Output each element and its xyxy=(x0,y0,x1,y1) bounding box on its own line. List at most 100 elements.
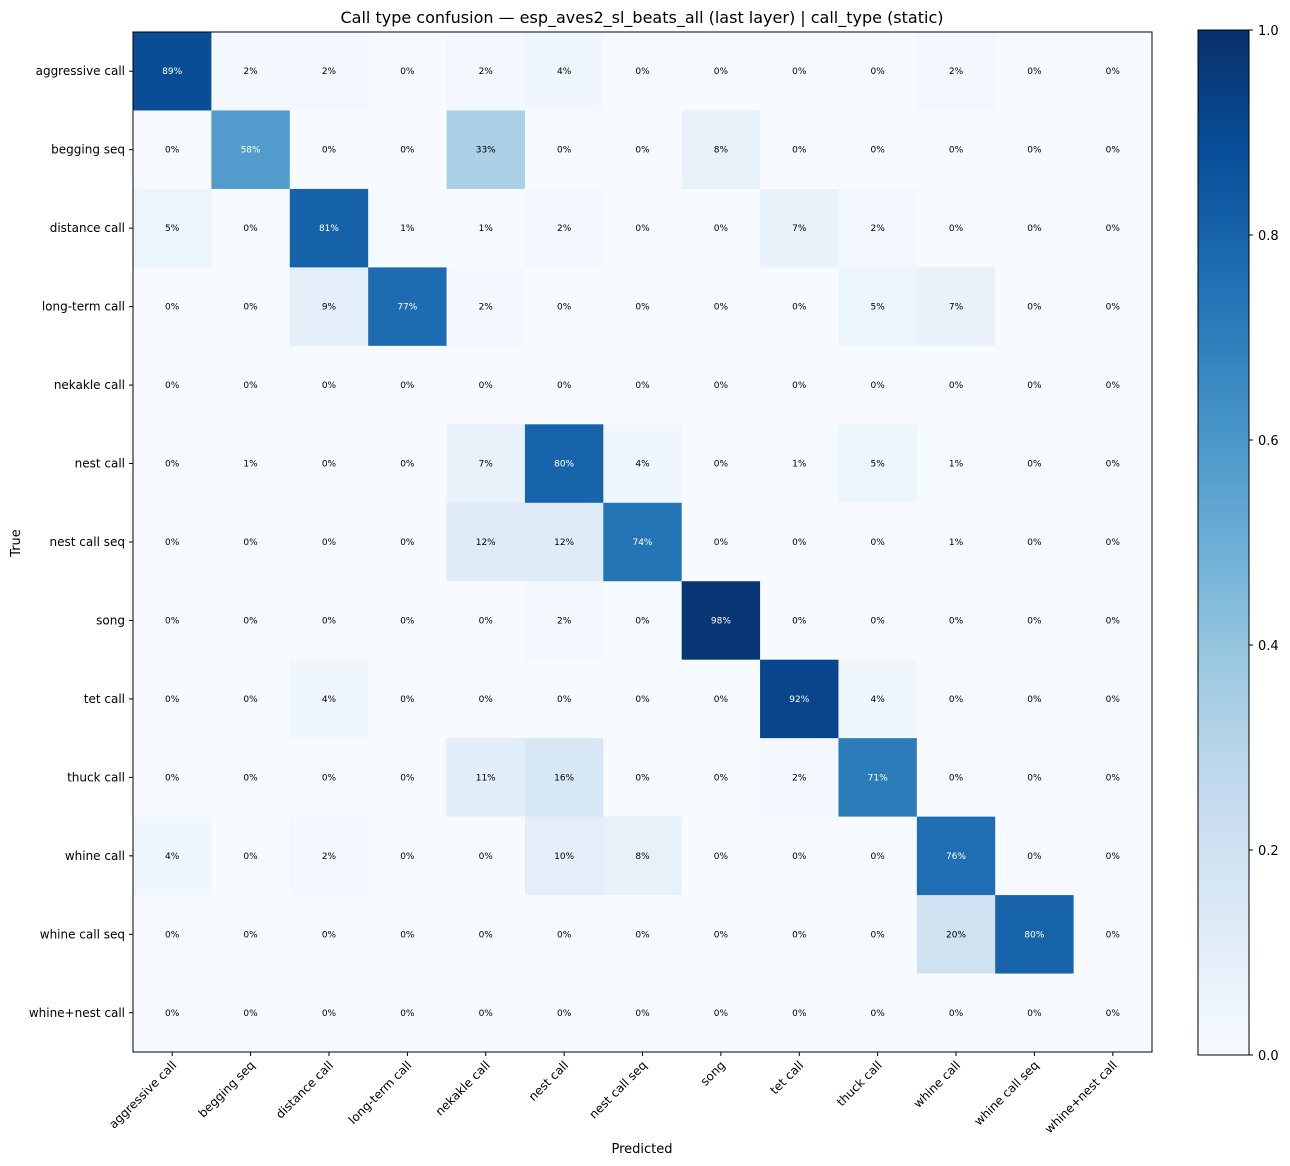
y-tick-label: whine+nest call xyxy=(29,1006,125,1020)
heatmap-cell-label: 80% xyxy=(1024,930,1044,940)
heatmap-cell xyxy=(133,267,212,347)
heatmap-cell xyxy=(446,895,526,975)
heatmap-cell-label: 0% xyxy=(635,224,650,234)
y-tick-label: whine call xyxy=(65,849,125,863)
heatmap-cell-label: 0% xyxy=(1027,773,1042,783)
heatmap-cell-label: 0% xyxy=(635,303,650,313)
colorbar-tick-label: 0.0 xyxy=(1258,1049,1279,1064)
heatmap-cell-label: 0% xyxy=(557,146,572,156)
heatmap-cell xyxy=(133,110,212,190)
heatmap-cell xyxy=(760,659,839,739)
heatmap-cell xyxy=(368,659,448,739)
heatmap-cell xyxy=(446,110,526,190)
heatmap-cell-label: 0% xyxy=(714,538,729,548)
heatmap-cell xyxy=(681,267,761,347)
heatmap-cell-label: 0% xyxy=(322,773,337,783)
heatmap-cell xyxy=(211,267,291,347)
heatmap-cell xyxy=(681,659,761,739)
heatmap-cell xyxy=(289,424,369,504)
heatmap-cell-label: 0% xyxy=(871,1009,886,1019)
y-tick-label: nekakle call xyxy=(54,378,125,392)
heatmap-cell-label: 20% xyxy=(946,930,966,940)
heatmap-cell xyxy=(446,32,526,111)
heatmap-cell xyxy=(838,973,918,1053)
heatmap-cell-label: 0% xyxy=(949,381,964,391)
heatmap-cell-label: 0% xyxy=(714,1009,729,1019)
heatmap-cell-label: 2% xyxy=(479,303,494,313)
heatmap-cell xyxy=(289,895,369,975)
heatmap-cell xyxy=(1073,502,1153,582)
heatmap-cell-label: 7% xyxy=(792,224,807,234)
heatmap-cell xyxy=(1073,32,1153,111)
heatmap-cell xyxy=(916,738,996,818)
heatmap-cell xyxy=(995,581,1075,661)
heatmap-cell xyxy=(289,973,369,1053)
heatmap-cell-label: 5% xyxy=(165,224,180,234)
heatmap-cell xyxy=(289,110,369,190)
heatmap-cell-label: 74% xyxy=(632,538,652,548)
heatmap-cell xyxy=(446,267,526,347)
heatmap-cell-label: 0% xyxy=(635,67,650,77)
heatmap-cell-label: 0% xyxy=(557,930,572,940)
heatmap-cell-label: 0% xyxy=(871,930,886,940)
heatmap-cell xyxy=(603,424,683,504)
heatmap-cell-label: 0% xyxy=(635,1009,650,1019)
heatmap-cell xyxy=(603,738,683,818)
heatmap-cell xyxy=(603,345,683,425)
heatmap-cell xyxy=(760,581,839,661)
heatmap-cell xyxy=(1073,110,1153,190)
heatmap-cell-label: 0% xyxy=(165,146,180,156)
heatmap-cell-label: 0% xyxy=(635,930,650,940)
y-axis-label: True xyxy=(9,529,24,558)
heatmap-cell xyxy=(289,267,369,347)
heatmap-cell-label: 0% xyxy=(165,303,180,313)
heatmap-cell xyxy=(368,502,448,582)
heatmap-cell xyxy=(211,110,291,190)
heatmap-cell-label: 0% xyxy=(635,146,650,156)
heatmap-cell-label: 0% xyxy=(1106,930,1121,940)
heatmap-cell-label: 0% xyxy=(479,930,494,940)
heatmap-cell-label: 77% xyxy=(397,303,417,313)
heatmap-cell xyxy=(133,581,212,661)
colorbar-tick-label: 0.8 xyxy=(1258,229,1279,244)
heatmap-cell xyxy=(681,816,761,896)
heatmap-cell xyxy=(524,345,604,425)
heatmap-cell xyxy=(211,502,291,582)
y-tick-label: thuck call xyxy=(67,770,125,784)
heatmap-cells xyxy=(133,32,1153,1053)
heatmap-cell xyxy=(760,188,839,268)
heatmap-cell-label: 5% xyxy=(871,460,886,470)
heatmap-cell xyxy=(603,188,683,268)
heatmap-cell xyxy=(916,973,996,1053)
heatmap-cell-label: 2% xyxy=(243,67,258,77)
heatmap-cell-label: 0% xyxy=(1027,460,1042,470)
heatmap-cell-label: 0% xyxy=(1106,146,1121,156)
heatmap-cell xyxy=(681,188,761,268)
heatmap-cell-label: 8% xyxy=(714,146,729,156)
heatmap-cell-label: 80% xyxy=(554,460,574,470)
x-tick-label: song xyxy=(698,1058,728,1088)
x-tick-label: long-term call xyxy=(346,1058,415,1127)
heatmap-cell xyxy=(368,267,448,347)
heatmap-cell-label: 0% xyxy=(243,538,258,548)
heatmap-cell-label: 2% xyxy=(479,67,494,77)
x-tick-label: distance call xyxy=(273,1058,336,1121)
heatmap-cell xyxy=(211,895,291,975)
heatmap-cell xyxy=(524,424,604,504)
heatmap-cell-label: 0% xyxy=(714,381,729,391)
heatmap-cell-label: 1% xyxy=(243,460,258,470)
heatmap-cell-label: 71% xyxy=(868,773,888,783)
heatmap-cell xyxy=(1073,424,1153,504)
heatmap-cell-label: 8% xyxy=(635,852,650,862)
heatmap-cell-label: 0% xyxy=(871,852,886,862)
heatmap-cell xyxy=(681,738,761,818)
heatmap-cell xyxy=(211,816,291,896)
heatmap-cell xyxy=(211,424,291,504)
heatmap-cell-label: 0% xyxy=(243,224,258,234)
heatmap-cell xyxy=(1073,267,1153,347)
heatmap-cell xyxy=(838,424,918,504)
heatmap-cell xyxy=(995,110,1075,190)
heatmap-cell xyxy=(446,581,526,661)
heatmap-cell xyxy=(368,424,448,504)
heatmap-cell xyxy=(916,581,996,661)
